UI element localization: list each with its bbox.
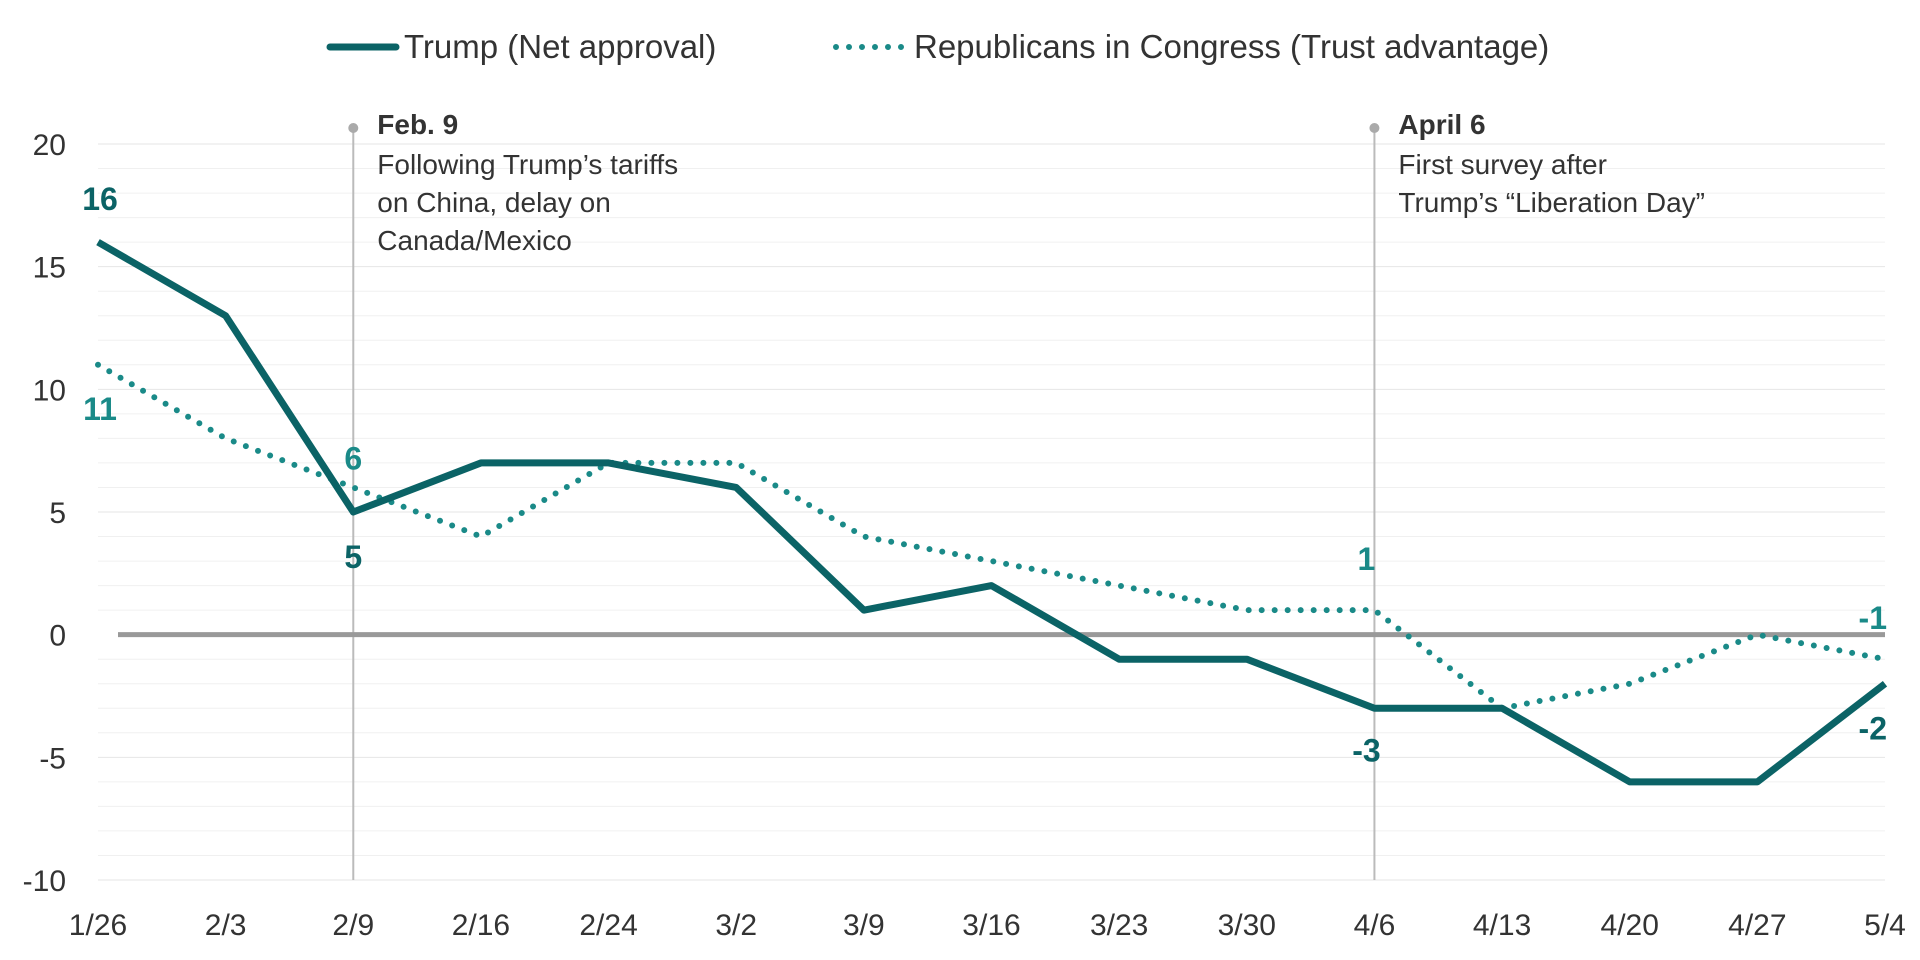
data-label: 5 [344,539,362,575]
x-tick-label: 3/30 [1218,909,1276,942]
x-tick-label: 4/13 [1473,909,1531,942]
y-tick-label: -5 [39,742,66,775]
annotation-text: Trump’s “Liberation Day” [1398,187,1705,218]
annotations: Feb. 9 Following Trump’s tariffs on China,… [377,109,1705,256]
y-tick-label: 20 [33,129,66,162]
y-tick-label: 10 [33,374,66,407]
x-tick-label: 4/27 [1728,909,1786,942]
data-label: -1 [1859,600,1887,636]
x-tick-label: 3/16 [962,909,1020,942]
y-tick-label: 15 [33,252,66,285]
legend: Trump (Net approval) Republicans in Congr… [326,28,1549,65]
annotation-text: Following Trump’s tariffs [377,149,678,180]
x-tick-label: 5/4 [1864,909,1906,942]
y-tick-label: 0 [49,620,66,653]
x-tick-label: 4/6 [1354,909,1396,942]
legend-label: Trump (Net approval) [404,28,716,65]
data-label: -2 [1859,711,1887,747]
x-tick-label: 4/20 [1601,909,1659,942]
y-tick-label: -10 [23,865,66,898]
x-tick-label: 2/9 [332,909,374,942]
x-tick-label: 2/24 [579,909,637,942]
annotation-text: on China, delay on [377,187,611,218]
x-tick-label: 2/3 [205,909,247,942]
data-label: 16 [82,181,118,217]
annotation-lines [348,123,1380,880]
x-tick-label: 3/23 [1090,909,1148,942]
annotation-title: Feb. 9 [377,109,458,140]
data-labels: 16 11 6 5 1 -3 -1 -2 [82,181,1887,768]
x-tick-label: 2/16 [452,909,510,942]
annotation-dot [1369,123,1380,133]
x-tick-label: 3/2 [715,909,757,942]
x-tick-label: 1/26 [69,909,127,942]
annotation-dot [348,123,359,133]
y-axis-ticks: 20 15 10 5 0 -5 -10 [23,129,66,898]
annotation-text: Canada/Mexico [377,225,572,256]
x-tick-label: 3/9 [843,909,885,942]
annotation-title: April 6 [1398,109,1485,140]
gridlines [98,143,1885,881]
data-label: -3 [1352,732,1380,768]
series-line-trump-net-approval [96,239,1888,786]
legend-label: Republicans in Congress (Trust advantage… [914,28,1549,65]
series-line-republicans-congress [95,361,1888,712]
data-label: 1 [1358,541,1376,577]
series-lines [95,239,1888,786]
data-label: 6 [344,440,362,476]
x-axis-ticks: 1/26 2/3 2/9 2/16 2/24 3/2 3/9 3/16 3/23 3/30 4/6 4… [69,909,1906,942]
y-tick-label: 5 [49,497,66,530]
annotation-text: First survey after [1398,149,1606,180]
data-label: 11 [83,391,117,427]
